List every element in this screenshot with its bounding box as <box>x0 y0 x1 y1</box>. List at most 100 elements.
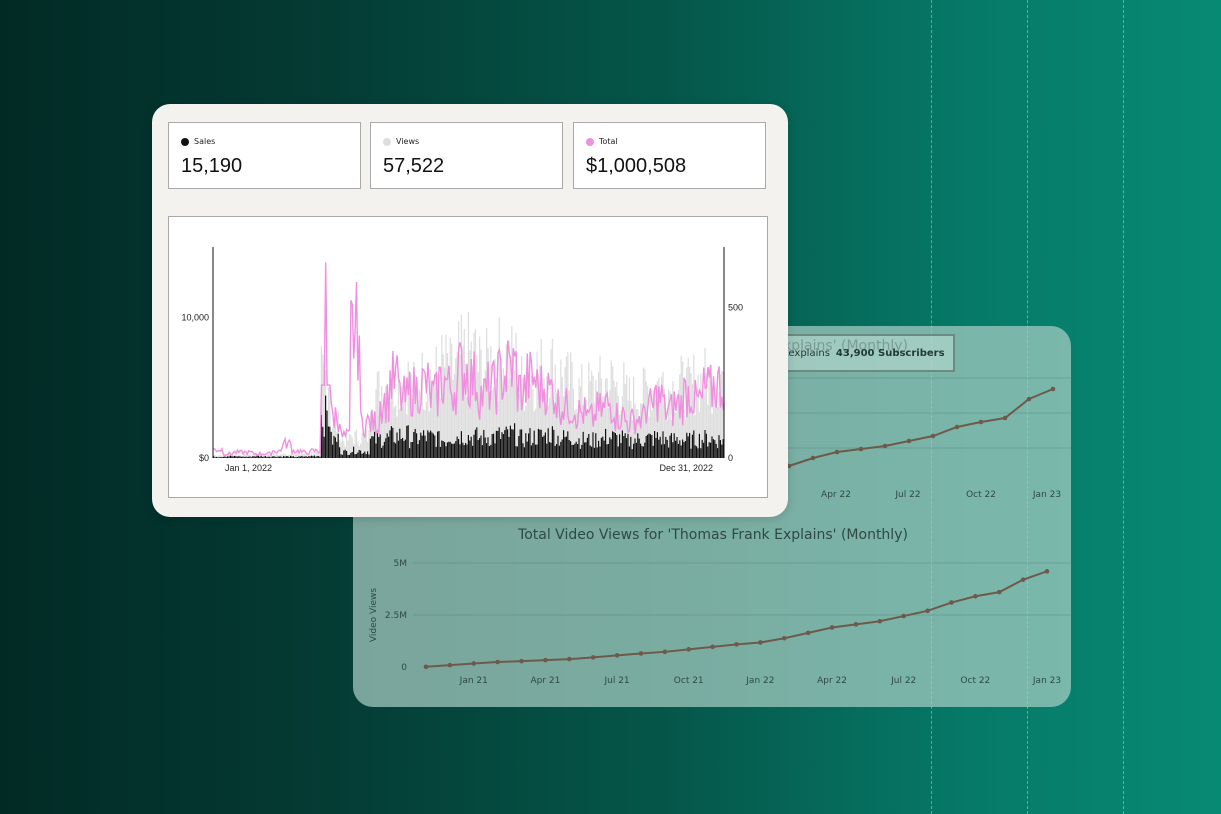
sales-bar <box>297 456 299 458</box>
views-bar <box>666 419 668 458</box>
views-bar <box>243 453 246 458</box>
sales-bar <box>255 456 257 458</box>
views-bar <box>560 359 562 458</box>
views-bar <box>585 399 587 458</box>
views-bar <box>315 452 317 458</box>
views-bar <box>536 351 538 458</box>
sales-bar <box>283 456 285 458</box>
sales-bar <box>372 436 374 458</box>
sales-bar <box>717 448 719 458</box>
sales-bar <box>362 453 364 458</box>
sales-bar <box>298 456 300 458</box>
sales-bar <box>315 456 317 458</box>
sales-bar <box>656 432 658 458</box>
sales-bar <box>374 431 376 458</box>
sales-bar <box>509 425 511 458</box>
views-bar <box>343 440 345 458</box>
views-bar <box>329 384 331 458</box>
sales-bar <box>280 456 282 458</box>
sales-bar <box>698 433 700 458</box>
sales-bar <box>584 442 586 458</box>
views-bar <box>276 453 278 458</box>
sales-bar <box>591 446 593 458</box>
views-bar <box>722 371 724 458</box>
sales-bar <box>346 451 348 458</box>
views-bar <box>565 356 568 458</box>
sales-bar <box>325 395 327 458</box>
sales-bar <box>641 446 643 458</box>
views-bar <box>487 347 489 458</box>
views-bar <box>717 407 719 458</box>
sales-bar <box>355 454 357 458</box>
sales-bar <box>495 430 497 458</box>
sales-bar <box>449 441 451 458</box>
sales-bar <box>469 440 471 458</box>
sales-bar <box>501 432 503 458</box>
views-bar <box>283 453 285 458</box>
sales-bar <box>697 448 699 458</box>
views-bar <box>703 393 705 458</box>
views-bar <box>439 398 442 458</box>
sales-bar <box>344 449 346 458</box>
views-bar <box>460 314 463 458</box>
views-bar <box>572 388 575 458</box>
views-bar <box>574 410 576 458</box>
sales-bar <box>595 433 597 458</box>
stat-value: 57,522 <box>383 155 445 177</box>
sales-bar <box>357 452 359 458</box>
sales-bar <box>229 455 231 458</box>
sales-bar <box>379 434 381 458</box>
views-bar <box>550 348 552 458</box>
sales-bar <box>269 456 271 458</box>
views-bar <box>393 407 395 458</box>
views-bar <box>630 400 632 458</box>
sales-bar <box>215 456 217 458</box>
views-bar <box>522 378 524 458</box>
sales-bar <box>364 451 366 458</box>
views-series-point <box>662 649 668 655</box>
sales-bar <box>514 423 516 458</box>
views-bar <box>591 370 593 458</box>
views-bar <box>696 395 698 458</box>
views-series-point <box>734 642 739 647</box>
views-bar <box>690 373 692 458</box>
sales-bar <box>544 432 546 458</box>
views-bar <box>564 367 566 458</box>
views-bar <box>677 390 680 458</box>
views-bar <box>714 402 716 458</box>
views-bar <box>658 377 660 458</box>
sales-bar <box>635 442 637 458</box>
views-bar <box>351 437 353 458</box>
views-series-point <box>590 655 596 660</box>
sales-bar <box>549 442 551 458</box>
y-tick-label: 5M <box>394 559 408 569</box>
views-bar <box>508 340 510 458</box>
sales-bar <box>438 431 440 458</box>
sales-bar <box>406 425 408 458</box>
sales-bar <box>575 441 577 458</box>
sales-bar <box>301 455 303 458</box>
views-bar <box>537 374 540 458</box>
sales-bar <box>558 445 560 458</box>
views-bar <box>277 454 279 458</box>
sales-bar <box>694 445 696 458</box>
sales-bar <box>623 436 625 458</box>
sales-bar <box>281 457 283 458</box>
views-bar <box>593 402 596 458</box>
sales-bar <box>316 456 318 458</box>
sales-bar <box>477 440 479 458</box>
sales-bar <box>354 454 356 458</box>
views-bar <box>515 332 517 458</box>
views-bar <box>529 383 531 458</box>
sales-bar <box>714 440 716 458</box>
views-bar <box>684 419 687 458</box>
views-bar <box>248 455 250 458</box>
sales-bar <box>284 456 286 458</box>
views-bar <box>516 404 519 458</box>
sales-bar <box>700 448 702 458</box>
sales-bar <box>567 431 569 458</box>
sales-bar <box>270 457 272 458</box>
sales-bar <box>598 440 600 458</box>
views-bar <box>511 326 513 458</box>
stat-value: 15,190 <box>181 155 243 177</box>
